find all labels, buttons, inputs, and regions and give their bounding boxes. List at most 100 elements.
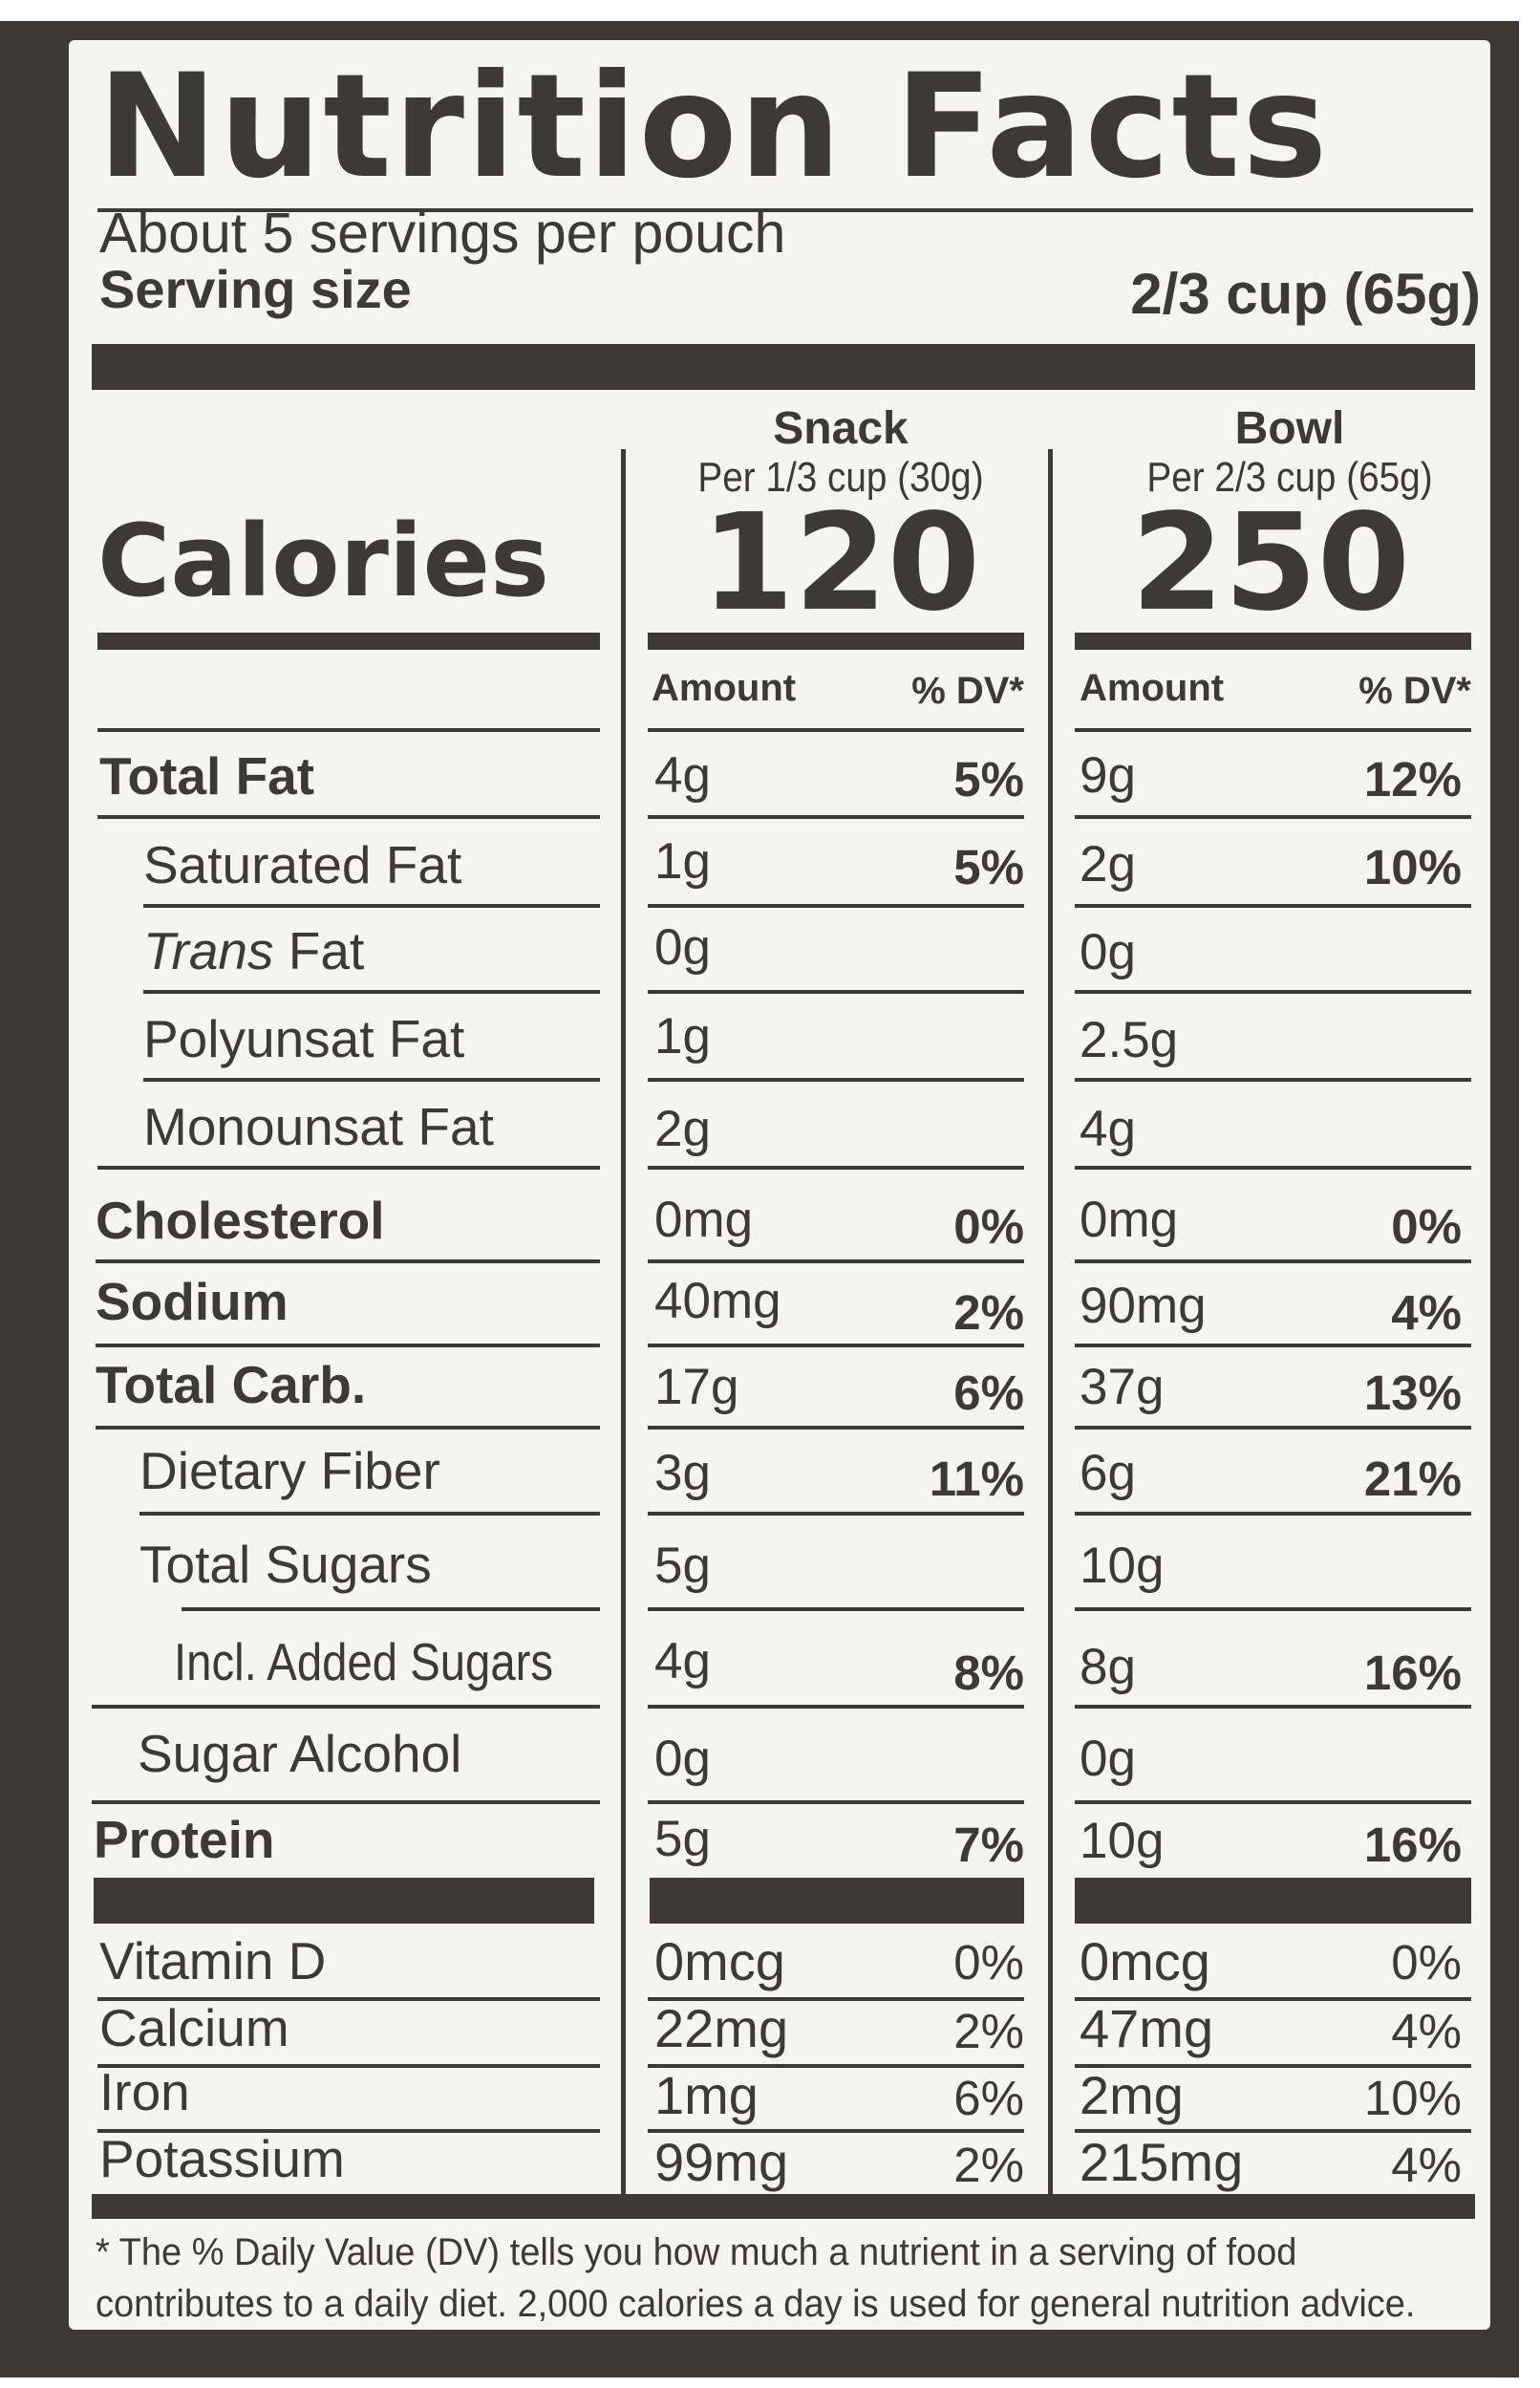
row-rule-added-sugars-snack bbox=[648, 1705, 1024, 1709]
iron-snack-dv: 6% bbox=[953, 2071, 1024, 2125]
row-rule-total-sugars bbox=[182, 1607, 600, 1611]
row-rule-polyunsat-fat-snack bbox=[648, 1078, 1024, 1082]
row-rule-saturated-fat-bowl bbox=[1075, 904, 1471, 908]
added-sugars-bowl-dv: 16% bbox=[1363, 1646, 1462, 1700]
row-rule-dietary-fiber-bowl bbox=[1075, 1512, 1471, 1516]
nutrient-dietary-fiber-label: Dietary Fiber bbox=[139, 1441, 440, 1500]
row-rule-trans-fat bbox=[143, 990, 600, 994]
total-carb-snack-amount: 17g bbox=[654, 1359, 739, 1415]
saturated-fat-bowl-dv: 10% bbox=[1363, 840, 1462, 894]
label-title: Nutrition Facts bbox=[97, 44, 1330, 210]
bowl-dv-header: % DV* bbox=[1358, 670, 1471, 712]
calcium-bowl-amount: 47mg bbox=[1080, 1998, 1214, 2058]
nutrient-trans-fat-label: Trans Fat bbox=[143, 925, 364, 978]
row-rule-polyunsat-fat-bowl bbox=[1075, 1078, 1471, 1082]
iron-bowl-dv: 10% bbox=[1363, 2071, 1462, 2125]
footnote-line-2: contributes to a daily diet. 2,000 calor… bbox=[96, 2283, 1416, 2325]
nutrient-sugar-alcohol-label: Sugar Alcohol bbox=[138, 1724, 462, 1783]
micro-rule-vitamin-d-bowl bbox=[1075, 1997, 1471, 2001]
cholesterol-bowl-dv: 0% bbox=[1391, 1199, 1462, 1254]
thick-rule-top bbox=[92, 344, 1475, 390]
dietary-fiber-snack-dv: 11% bbox=[929, 1452, 1024, 1506]
trans-fat-bowl-amount: 0g bbox=[1080, 924, 1136, 980]
row-rule-sugar-alcohol bbox=[92, 1800, 600, 1804]
row-rule-sodium-snack bbox=[648, 1344, 1024, 1347]
row-rule-cholesterol bbox=[96, 1259, 600, 1263]
total-carb-bowl-amount: 37g bbox=[1080, 1359, 1165, 1415]
nutrient-total-carb-label: Total Carb. bbox=[96, 1355, 367, 1414]
row-rule-total-sugars-bowl bbox=[1075, 1607, 1471, 1611]
micro-potassium-label: Potassium bbox=[99, 2129, 345, 2188]
micro-rule-iron-snack bbox=[648, 2129, 1024, 2133]
header-rule-snack bbox=[648, 728, 1024, 732]
sodium-bowl-amount: 90mg bbox=[1080, 1278, 1207, 1334]
row-rule-dietary-fiber bbox=[139, 1512, 600, 1516]
total-fat-bowl-dv: 12% bbox=[1363, 752, 1462, 807]
row-rule-cholesterol-bowl bbox=[1075, 1259, 1471, 1263]
footnote-line-1: * The % Daily Value (DV) tells you how m… bbox=[96, 2231, 1297, 2273]
polyunsat-fat-bowl-amount: 2.5g bbox=[1080, 1012, 1179, 1068]
row-rule-total-sugars-snack bbox=[648, 1607, 1024, 1611]
vitamin-d-snack-amount: 0mcg bbox=[654, 1931, 785, 1991]
potassium-bowl-dv: 4% bbox=[1391, 2138, 1462, 2192]
row-rule-saturated-fat-snack bbox=[648, 904, 1024, 908]
micro-rule-calcium-snack bbox=[648, 2064, 1024, 2068]
sodium-snack-dv: 2% bbox=[953, 1285, 1024, 1340]
potassium-bowl-amount: 215mg bbox=[1080, 2132, 1244, 2192]
row-rule-monounsat-fat bbox=[97, 1166, 600, 1170]
servings-per-container: About 5 servings per pouch bbox=[99, 202, 786, 265]
nutrient-protein-label: Protein bbox=[94, 1810, 275, 1869]
daily-value-footnote: * The % Daily Value (DV) tells you how m… bbox=[96, 2227, 1471, 2330]
column-divider-right bbox=[1048, 449, 1053, 2207]
calories-rule-bowl bbox=[1075, 633, 1471, 650]
micro-rule-vitamin-d-snack bbox=[648, 1997, 1024, 2001]
trans-fat-snack-amount: 0g bbox=[654, 919, 711, 976]
potassium-snack-amount: 99mg bbox=[654, 2132, 789, 2192]
serving-size-value: 2/3 cup (65g) bbox=[1130, 262, 1481, 326]
calcium-bowl-dv: 4% bbox=[1391, 2004, 1462, 2058]
saturated-fat-snack-dv: 5% bbox=[953, 840, 1024, 894]
title-rule bbox=[97, 208, 1473, 212]
snack-amount-header: Amount bbox=[652, 667, 797, 709]
micro-rule-iron bbox=[97, 2129, 600, 2133]
nutrient-monounsat-fat-label: Monounsat Fat bbox=[143, 1097, 494, 1156]
row-rule-total-carb bbox=[96, 1426, 600, 1430]
total-fat-snack-dv: 5% bbox=[953, 752, 1024, 807]
row-rule-sugar-alcohol-bowl bbox=[1075, 1800, 1471, 1804]
row-rule-total-fat-bowl bbox=[1075, 815, 1471, 819]
calories-rule-name bbox=[97, 633, 600, 650]
saturated-fat-snack-amount: 1g bbox=[654, 833, 711, 890]
cholesterol-snack-dv: 0% bbox=[953, 1199, 1024, 1254]
nutrient-total-fat-label: Total Fat bbox=[99, 746, 315, 806]
row-rule-trans-fat-bowl bbox=[1075, 990, 1471, 994]
dietary-fiber-bowl-dv: 21% bbox=[1363, 1452, 1462, 1506]
sodium-snack-amount: 40mg bbox=[654, 1273, 781, 1329]
total-sugars-snack-amount: 5g bbox=[654, 1538, 711, 1594]
header-rule-name bbox=[97, 728, 600, 732]
micro-vitamin-d-label: Vitamin D bbox=[99, 1931, 327, 1990]
row-rule-added-sugars-bowl bbox=[1075, 1705, 1471, 1709]
fat-word: Fat bbox=[288, 921, 365, 980]
monounsat-fat-bowl-amount: 4g bbox=[1080, 1101, 1136, 1157]
thick-rule-mid-snack bbox=[650, 1878, 1024, 1924]
micro-calcium-label: Calcium bbox=[99, 1998, 289, 2057]
vitamin-d-bowl-amount: 0mcg bbox=[1080, 1931, 1210, 1991]
nutrient-polyunsat-fat-label: Polyunsat Fat bbox=[143, 1009, 465, 1068]
micro-iron-label: Iron bbox=[99, 2062, 190, 2121]
potassium-snack-dv: 2% bbox=[953, 2138, 1024, 2192]
row-rule-monounsat-fat-snack bbox=[648, 1166, 1024, 1170]
bowl-calories: 250 bbox=[1130, 485, 1411, 641]
bowl-amount-header: Amount bbox=[1080, 667, 1225, 709]
added-sugars-snack-dv: 8% bbox=[953, 1646, 1024, 1700]
row-rule-sugar-alcohol-snack bbox=[648, 1800, 1024, 1804]
snack-dv-header: % DV* bbox=[911, 670, 1024, 712]
micro-rule-iron-bowl bbox=[1075, 2129, 1471, 2133]
sugar-alcohol-bowl-amount: 0g bbox=[1080, 1731, 1136, 1787]
micro-rule-vitamin-d bbox=[97, 1997, 600, 2001]
row-rule-saturated-fat bbox=[143, 904, 600, 908]
serving-size-label: Serving size bbox=[99, 259, 412, 319]
dietary-fiber-bowl-amount: 6g bbox=[1080, 1445, 1136, 1501]
snack-column-serving: Per 1/3 cup (30g) bbox=[697, 454, 984, 501]
micro-rule-calcium-bowl bbox=[1075, 2064, 1471, 2068]
total-fat-snack-amount: 4g bbox=[654, 747, 711, 804]
